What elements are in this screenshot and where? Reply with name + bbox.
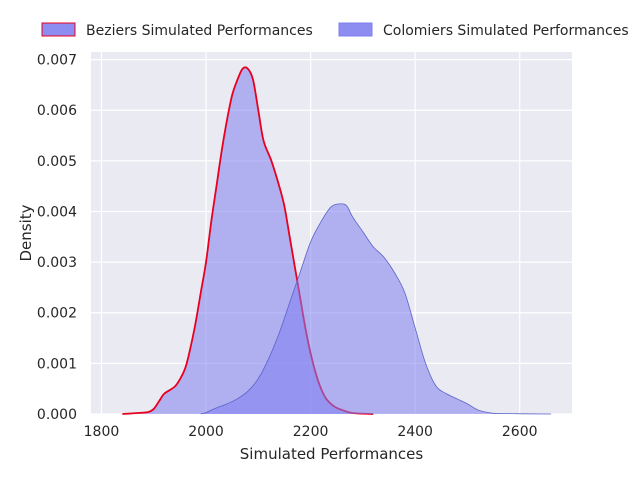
y-tick-label: 0.006 <box>37 103 77 119</box>
x-axis-label: Simulated Performances <box>240 445 424 463</box>
colomiers-density-area <box>200 203 552 414</box>
colomiers-density-line <box>200 203 552 415</box>
beziers-legend-swatch <box>41 22 76 37</box>
x-tick-label: 1800 <box>84 424 120 440</box>
beziers-density-area <box>122 67 374 414</box>
y-tick-label: 0.002 <box>37 306 77 322</box>
x-tick-label: 2000 <box>188 424 224 440</box>
y-tick-label: 0.007 <box>37 53 77 69</box>
density-areas <box>122 66 552 415</box>
y-axis-ticks: 0.000 0.001 0.002 0.003 0.004 0.005 0.006 0.007 <box>37 53 77 423</box>
y-tick-label: 0.000 <box>37 407 77 423</box>
y-axis-label: Density <box>17 204 35 261</box>
colomiers-legend-label: Colomiers Simulated Performances <box>383 23 629 39</box>
beziers-legend-label: Beziers Simulated Performances <box>86 23 313 39</box>
y-tick-label: 0.001 <box>37 356 77 372</box>
y-tick-label: 0.004 <box>37 204 77 220</box>
y-tick-label: 0.003 <box>37 255 77 271</box>
x-axis-ticks: 1800 2000 2200 2400 2600 <box>84 424 538 440</box>
x-tick-label: 2600 <box>502 424 538 440</box>
x-tick-label: 2200 <box>293 424 329 440</box>
x-tick-label: 2400 <box>397 424 433 440</box>
legend: Beziers Simulated Performances Colomiers … <box>41 22 629 39</box>
colomiers-legend-swatch <box>338 22 373 37</box>
y-tick-label: 0.005 <box>37 154 77 170</box>
